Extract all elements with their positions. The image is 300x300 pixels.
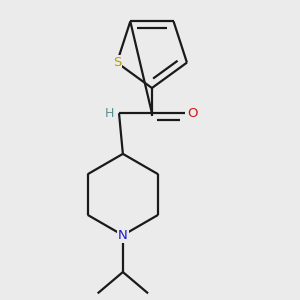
Text: H: H [105, 107, 114, 120]
Text: O: O [188, 107, 198, 120]
Text: N: N [118, 229, 128, 242]
Text: S: S [113, 56, 121, 69]
